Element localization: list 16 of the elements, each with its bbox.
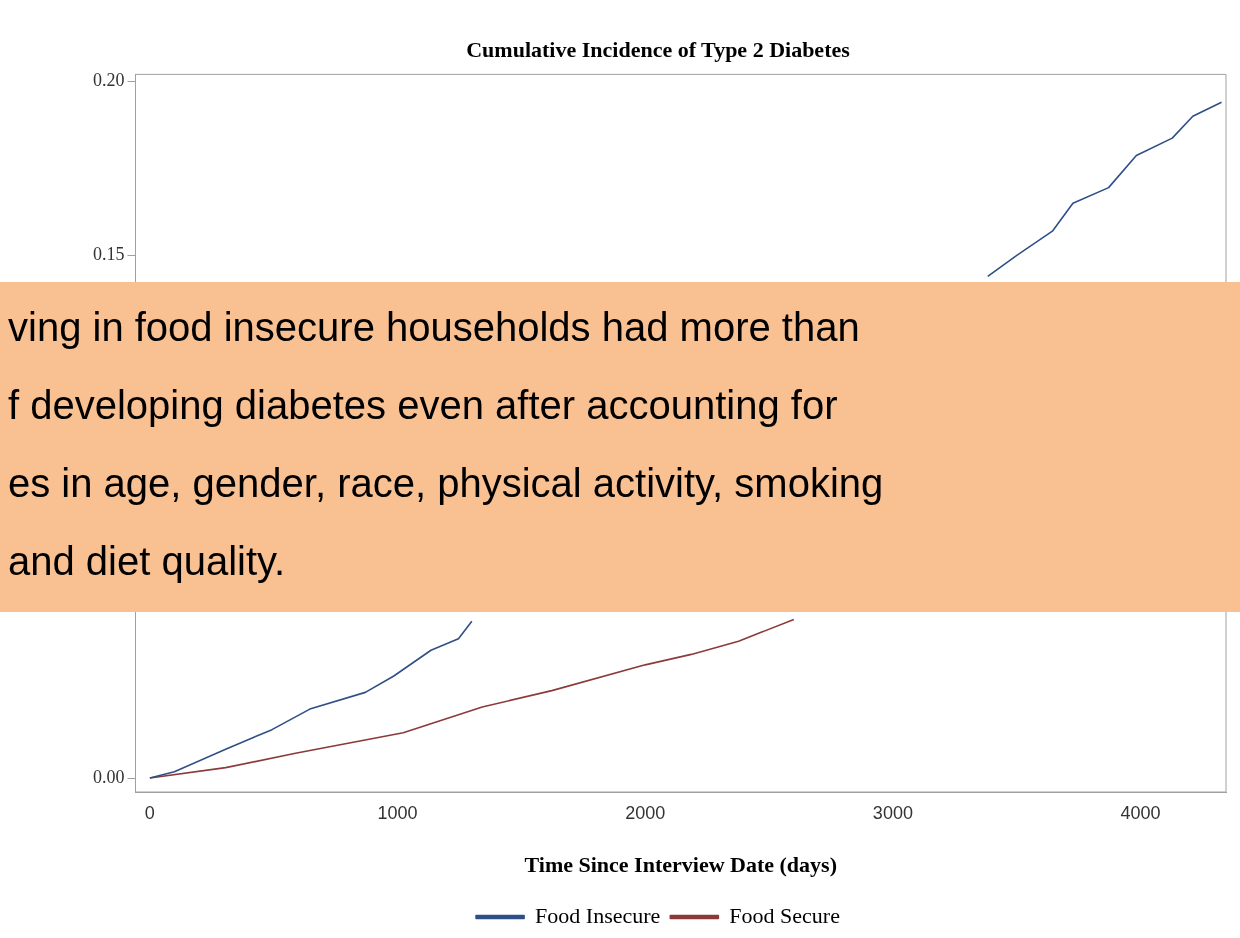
x-axis-title: Time Since Interview Date (days) — [524, 852, 837, 878]
annotation: and diet quality. — [8, 538, 287, 585]
legend-label: Food Insecure — [535, 902, 661, 928]
x-tick-label: 4000 — [1120, 802, 1161, 823]
chart-title: Cumulative Incidence of Type 2 Diabetes — [466, 36, 851, 62]
y-tick-label: 0.00 — [93, 766, 125, 787]
x-tick-label: 0 — [144, 802, 155, 823]
y-tick-label: 0.20 — [93, 70, 125, 91]
annotation: ving in food insecure households had more than — [8, 304, 861, 351]
x-tick-label: 2000 — [625, 802, 666, 823]
annotation: f developing diabetes even after accounting for — [8, 382, 839, 429]
annotation: es in age, gender, race, physical activity, smoking — [8, 460, 885, 507]
x-tick-label: 3000 — [872, 802, 913, 823]
x-tick-label: 1000 — [377, 802, 418, 823]
y-tick-label: 0.15 — [93, 244, 125, 265]
legend-label: Food Secure — [729, 902, 840, 928]
